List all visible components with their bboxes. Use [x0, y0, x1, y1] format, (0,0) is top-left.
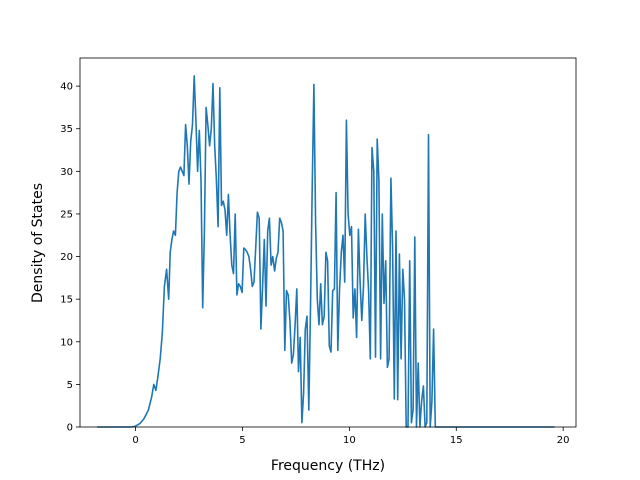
y-tick-label: 40	[60, 82, 73, 93]
y-axis-label: Density of States	[30, 183, 46, 303]
y-tick-label: 5	[67, 380, 73, 391]
plot-area	[97, 75, 555, 428]
x-tick-label: 10	[343, 435, 356, 446]
y-tick-label: 10	[60, 337, 73, 348]
y-tick-label: 15	[60, 295, 73, 306]
y-tick-label: 25	[60, 209, 73, 220]
x-tick-label: 20	[557, 435, 570, 446]
y-axis: 0 5 10 15 20 25 30 35 40	[60, 82, 80, 434]
x-tick-label: 5	[239, 435, 245, 446]
y-tick-label: 35	[60, 124, 73, 135]
y-tick-label: 20	[60, 252, 73, 263]
y-tick-label: 30	[60, 167, 73, 178]
y-tick-label: 0	[67, 423, 73, 434]
x-tick-label: 0	[132, 435, 138, 446]
x-axis: 0 5 10 15 20	[132, 427, 570, 446]
axes-frame	[79, 57, 577, 428]
x-tick-label: 15	[450, 435, 463, 446]
series-line	[97, 75, 555, 428]
x-axis-label: Frequency (THz)	[271, 458, 385, 474]
